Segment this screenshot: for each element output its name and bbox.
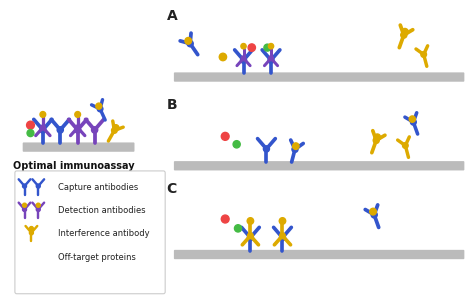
Circle shape bbox=[185, 37, 191, 44]
Circle shape bbox=[269, 56, 273, 61]
Circle shape bbox=[187, 40, 193, 47]
Circle shape bbox=[268, 57, 274, 63]
FancyBboxPatch shape bbox=[15, 171, 165, 294]
Circle shape bbox=[247, 218, 254, 224]
Circle shape bbox=[75, 112, 81, 117]
Circle shape bbox=[36, 203, 40, 207]
Circle shape bbox=[34, 254, 40, 260]
Circle shape bbox=[29, 227, 33, 230]
Circle shape bbox=[36, 207, 40, 211]
Circle shape bbox=[373, 137, 379, 143]
Circle shape bbox=[29, 231, 33, 235]
Circle shape bbox=[292, 146, 298, 152]
Circle shape bbox=[40, 125, 46, 130]
Circle shape bbox=[27, 121, 35, 129]
Text: Detection antibodies: Detection antibodies bbox=[57, 206, 145, 215]
Circle shape bbox=[279, 218, 286, 224]
Circle shape bbox=[280, 235, 285, 241]
Circle shape bbox=[219, 53, 227, 61]
Circle shape bbox=[401, 29, 408, 35]
FancyBboxPatch shape bbox=[174, 72, 465, 82]
Text: Interference antibody: Interference antibody bbox=[57, 230, 149, 238]
Text: Off-target proteins: Off-target proteins bbox=[57, 253, 136, 262]
Circle shape bbox=[268, 43, 273, 49]
Circle shape bbox=[91, 127, 98, 133]
Circle shape bbox=[401, 32, 407, 38]
Circle shape bbox=[409, 116, 415, 122]
Circle shape bbox=[96, 103, 102, 109]
Circle shape bbox=[402, 143, 408, 148]
Circle shape bbox=[23, 207, 27, 211]
FancyBboxPatch shape bbox=[23, 143, 135, 152]
Circle shape bbox=[111, 127, 117, 133]
Circle shape bbox=[36, 184, 40, 188]
Circle shape bbox=[57, 127, 64, 133]
Circle shape bbox=[421, 52, 427, 57]
Text: Optimal immunoassay: Optimal immunoassay bbox=[13, 161, 135, 171]
Text: C: C bbox=[166, 182, 177, 196]
Text: A: A bbox=[166, 9, 177, 23]
Circle shape bbox=[27, 129, 34, 137]
Circle shape bbox=[247, 233, 253, 238]
Circle shape bbox=[374, 134, 381, 140]
Circle shape bbox=[113, 125, 119, 131]
Circle shape bbox=[248, 44, 255, 51]
Circle shape bbox=[292, 143, 299, 149]
Circle shape bbox=[235, 225, 242, 232]
Circle shape bbox=[23, 203, 27, 207]
Circle shape bbox=[371, 212, 377, 218]
Circle shape bbox=[40, 112, 46, 117]
Circle shape bbox=[233, 141, 240, 148]
Circle shape bbox=[247, 235, 254, 241]
FancyBboxPatch shape bbox=[174, 161, 465, 170]
Circle shape bbox=[240, 57, 246, 63]
Circle shape bbox=[264, 44, 271, 51]
Circle shape bbox=[75, 125, 80, 130]
Circle shape bbox=[241, 43, 246, 49]
Circle shape bbox=[97, 106, 103, 112]
Circle shape bbox=[370, 208, 376, 215]
Circle shape bbox=[241, 56, 246, 61]
Circle shape bbox=[221, 132, 229, 140]
Circle shape bbox=[410, 119, 416, 125]
Circle shape bbox=[221, 215, 229, 223]
Text: Capture antibodies: Capture antibodies bbox=[57, 183, 138, 192]
Circle shape bbox=[25, 254, 32, 261]
FancyBboxPatch shape bbox=[174, 250, 465, 259]
Circle shape bbox=[74, 127, 81, 133]
Circle shape bbox=[264, 146, 269, 152]
Circle shape bbox=[40, 127, 46, 133]
Circle shape bbox=[23, 184, 27, 188]
Text: B: B bbox=[166, 98, 177, 112]
Circle shape bbox=[280, 233, 285, 238]
